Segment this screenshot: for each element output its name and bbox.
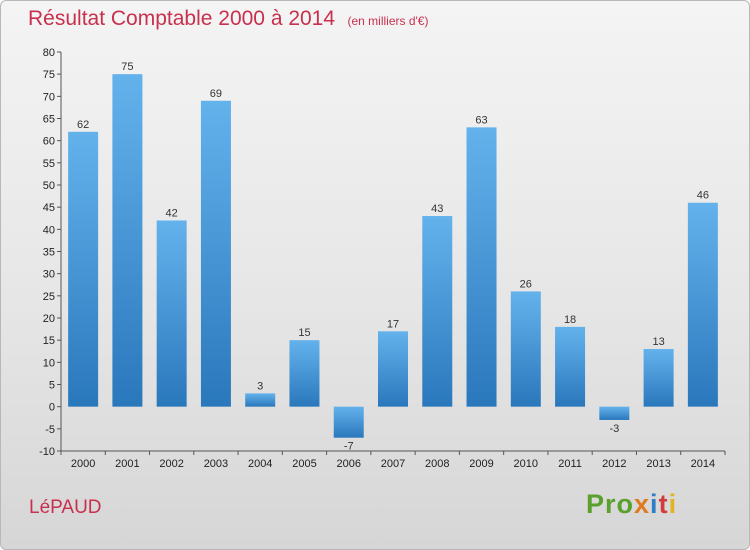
proxiti-logo: Proxiti (586, 489, 677, 520)
y-tick-label: 15 (43, 335, 55, 347)
bar-value-label: 62 (77, 119, 89, 131)
y-tick-label: 75 (43, 69, 55, 81)
y-tick-label: 70 (43, 91, 55, 103)
x-tick-label: 2007 (381, 458, 405, 470)
bar-value-label: 69 (210, 88, 222, 100)
y-tick-label: 50 (43, 180, 55, 192)
y-tick-label: -10 (39, 446, 55, 458)
y-tick-label: 60 (43, 136, 55, 148)
bar (510, 291, 541, 407)
bar (200, 100, 231, 407)
y-tick-label: -5 (45, 424, 55, 436)
bar (466, 127, 497, 407)
x-tick-label: 2005 (292, 458, 316, 470)
x-tick-label: 2002 (159, 458, 183, 470)
bar-value-label: 18 (564, 314, 576, 326)
bar-value-label: -3 (609, 423, 619, 435)
bar (245, 393, 276, 407)
chart-unit: (en milliers d'€) (347, 14, 429, 28)
x-tick-label: 2012 (602, 458, 626, 470)
x-tick-label: 2014 (691, 458, 715, 470)
bar (289, 340, 320, 407)
bar (68, 131, 99, 407)
bar-value-label: 26 (520, 278, 532, 290)
bar-value-label: 42 (166, 207, 178, 219)
y-tick-label: 65 (43, 114, 55, 126)
y-tick-label: 45 (43, 202, 55, 214)
bar-value-label: 43 (431, 203, 443, 215)
x-tick-label: 2006 (336, 458, 360, 470)
x-tick-label: 2003 (204, 458, 228, 470)
chart-title: Résultat Comptable 2000 à 2014 (28, 7, 336, 30)
bar-value-label: 15 (298, 327, 310, 339)
x-tick-label: 2008 (425, 458, 449, 470)
bar (643, 349, 674, 407)
y-tick-label: 80 (43, 47, 55, 59)
bar (422, 216, 453, 407)
logo-part: x (634, 489, 651, 519)
bar-value-label: 3 (257, 380, 263, 392)
bar (687, 202, 718, 407)
x-tick-label: 2009 (469, 458, 493, 470)
y-tick-label: 10 (43, 357, 55, 369)
logo-part: t (658, 489, 669, 519)
x-tick-label: 2010 (514, 458, 538, 470)
y-tick-label: 5 (49, 380, 55, 392)
bar-value-label: 13 (652, 336, 664, 348)
bar (555, 326, 586, 407)
bar-value-label: -7 (344, 441, 354, 453)
logo-part: Pro (586, 489, 635, 519)
y-tick-label: 55 (43, 158, 55, 170)
bar-value-label: 17 (387, 318, 399, 330)
commune-name: LéPAUD (29, 497, 102, 518)
bar-value-label: 63 (475, 114, 487, 126)
logo-part: i (668, 489, 678, 519)
logo-part: i (650, 489, 659, 519)
bar (112, 74, 143, 407)
bar-value-label: 75 (121, 61, 133, 73)
y-tick-label: 40 (43, 224, 55, 236)
bar (599, 406, 630, 420)
x-tick-label: 2000 (71, 458, 95, 470)
title-row: Résultat Comptable 2000 à 2014 (en milli… (28, 7, 428, 31)
bar (333, 406, 364, 438)
x-tick-label: 2011 (558, 458, 582, 470)
bar-value-label: 46 (697, 190, 709, 202)
x-tick-label: 2001 (115, 458, 139, 470)
y-tick-label: 20 (43, 313, 55, 325)
y-tick-label: 25 (43, 291, 55, 303)
bar (156, 220, 187, 407)
y-tick-label: 0 (49, 402, 55, 414)
x-tick-label: 2013 (646, 458, 670, 470)
bar (378, 331, 408, 407)
x-tick-label: 2004 (248, 458, 272, 470)
y-tick-label: 35 (43, 247, 55, 259)
y-tick-label: 30 (43, 269, 55, 281)
